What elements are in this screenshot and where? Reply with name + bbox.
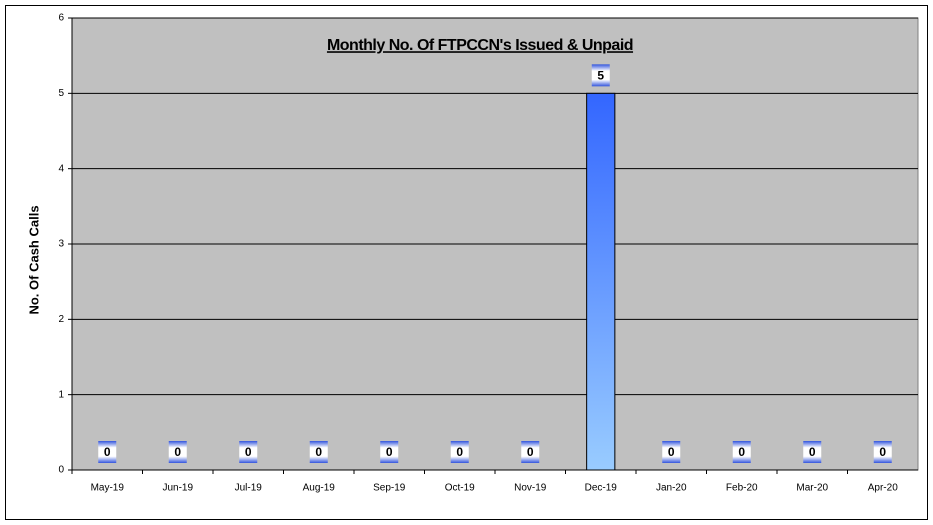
x-tick-label: Apr-20: [868, 483, 898, 494]
y-tick-label: 3: [58, 239, 64, 250]
chart-title: Monthly No. Of FTPCCN's Issued & Unpaid: [327, 37, 633, 54]
x-tick-label: Jan-20: [656, 483, 687, 494]
y-tick-label: 4: [58, 163, 64, 174]
data-label-box: [450, 441, 469, 463]
x-tick-label: Dec-19: [585, 483, 618, 494]
data-label: 0: [879, 445, 886, 459]
x-tick-label: Sep-19: [373, 483, 406, 494]
x-tick-label: Jun-19: [162, 483, 193, 494]
data-label: 0: [738, 445, 745, 459]
x-tick-label: Jul-19: [235, 483, 263, 494]
data-label-box: [168, 441, 187, 463]
data-label-box: [732, 441, 751, 463]
x-tick-label: Mar-20: [796, 483, 828, 494]
x-tick-label: Oct-19: [445, 483, 475, 494]
data-label: 5: [597, 69, 604, 83]
x-tick-label: Nov-19: [514, 483, 547, 494]
data-label: 0: [456, 445, 463, 459]
data-label-box: [309, 441, 328, 463]
data-label-box: [380, 441, 399, 463]
data-label: 0: [386, 445, 393, 459]
data-label-box: [873, 441, 892, 463]
y-axis-label: No. Of Cash Calls: [26, 205, 41, 314]
data-label-box: [591, 64, 610, 87]
y-tick-label: 5: [58, 88, 64, 99]
x-tick-label: Feb-20: [726, 483, 758, 494]
y-tick-label: 2: [58, 314, 64, 325]
data-label: 0: [527, 445, 534, 459]
data-label-box: [803, 441, 822, 463]
data-label-box: [662, 441, 681, 463]
x-tick-label: May-19: [91, 483, 125, 494]
data-label-box: [239, 441, 258, 463]
data-label: 0: [104, 445, 111, 459]
data-label: 0: [668, 445, 675, 459]
data-label: 0: [809, 445, 816, 459]
data-label: 0: [174, 445, 181, 459]
bar: [586, 92, 616, 471]
x-tick-label: Aug-19: [303, 483, 336, 494]
data-label-box: [98, 441, 117, 463]
y-tick-label: 1: [58, 389, 64, 400]
y-tick-label: 0: [58, 465, 64, 476]
data-label-box: [521, 441, 540, 463]
data-label: 0: [245, 445, 252, 459]
data-label: 0: [315, 445, 322, 459]
y-tick-label: 6: [58, 13, 64, 24]
